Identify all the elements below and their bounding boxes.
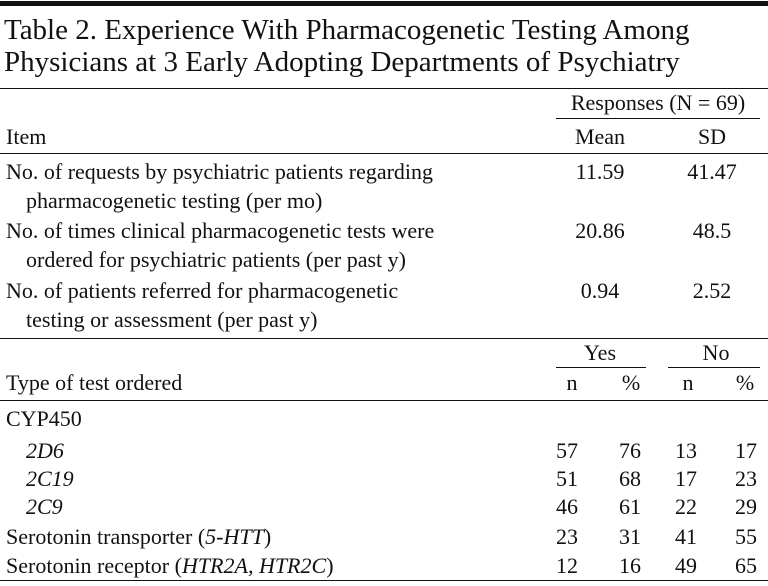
value-cell: 13 [675,438,697,463]
label-part: HTR2A, HTR2C [181,553,327,578]
value-cell: 55 [735,524,757,549]
rule [0,88,768,89]
label-part: ) [263,524,272,549]
label-part: Serotonin transporter ( [6,524,206,549]
group-header: Yes [583,340,617,365]
column-header: n [682,370,694,395]
sd-cell: 2.52 [692,278,732,303]
item-text: testing or assessment (per past y) [26,307,318,332]
rule [556,367,646,368]
item-text: ordered for psychiatric patients (per pa… [26,247,406,272]
label-part: CYP450 [6,406,82,431]
row-label: 2C9 [26,495,63,519]
value-cell: 41 [675,524,697,549]
value-cell: 16 [619,553,641,578]
value-cell: 68 [619,466,641,491]
row-label: Serotonin receptor (HTR2A, HTR2C) [6,554,334,578]
top-rule [0,1,768,6]
group-header: No [702,340,730,365]
label-part: Serotonin receptor ( [6,553,182,578]
item-text: No. of patients referred for pharmacogen… [6,278,399,303]
value-cell: 17 [675,466,697,491]
column-header: SD [697,124,727,149]
column-header: % [621,370,641,395]
value-cell: 61 [619,494,641,519]
value-cell: 46 [556,494,578,519]
column-header: n [566,370,578,395]
sd-cell: 48.5 [692,218,732,243]
value-cell: 23 [735,466,757,491]
label-part: 2C9 [26,494,63,519]
group-header: Responses (N = 69) [570,90,746,115]
label-part: 5-HTT [205,524,264,549]
title-line: Physicians at 3 Early Adopting Departmen… [4,46,680,78]
value-cell: 31 [619,524,641,549]
value-cell: 23 [556,524,578,549]
value-cell: 17 [735,438,757,463]
mean-cell: 11.59 [575,159,625,184]
bottom-rule [0,580,768,581]
column-header: Mean [574,124,626,149]
column-header: % [735,370,755,395]
rule [0,153,768,154]
value-cell: 65 [735,553,757,578]
value-cell: 49 [675,553,697,578]
row-label: 2C19 [26,467,74,491]
item-text: No. of times clinical pharmacogenetic te… [6,218,435,243]
value-cell: 76 [619,438,641,463]
mean-cell: 0.94 [580,278,620,303]
value-cell: 57 [556,438,578,463]
column-header: Type of test ordered [6,370,183,395]
rule [0,338,768,339]
column-header: Item [6,124,47,149]
value-cell: 29 [735,494,757,519]
rule [0,400,768,401]
row-label: 2D6 [26,439,64,463]
row-label: CYP450 [6,407,82,431]
rule [668,367,760,368]
rule [556,118,760,119]
value-cell: 12 [556,553,578,578]
row-label: Serotonin transporter (5-HTT) [6,525,271,549]
item-text: No. of requests by psychiatric patients … [6,159,434,184]
label-part: ) [326,553,334,578]
value-cell: 51 [556,466,578,491]
label-part: 2C19 [26,466,74,491]
title-line: Table 2. Experience With Pharmacogenetic… [4,14,690,46]
value-cell: 22 [675,494,697,519]
mean-cell: 20.86 [575,218,625,243]
item-text: pharmacogenetic testing (per mo) [26,188,323,213]
sd-cell: 41.47 [687,159,737,184]
label-part: 2D6 [26,438,64,463]
